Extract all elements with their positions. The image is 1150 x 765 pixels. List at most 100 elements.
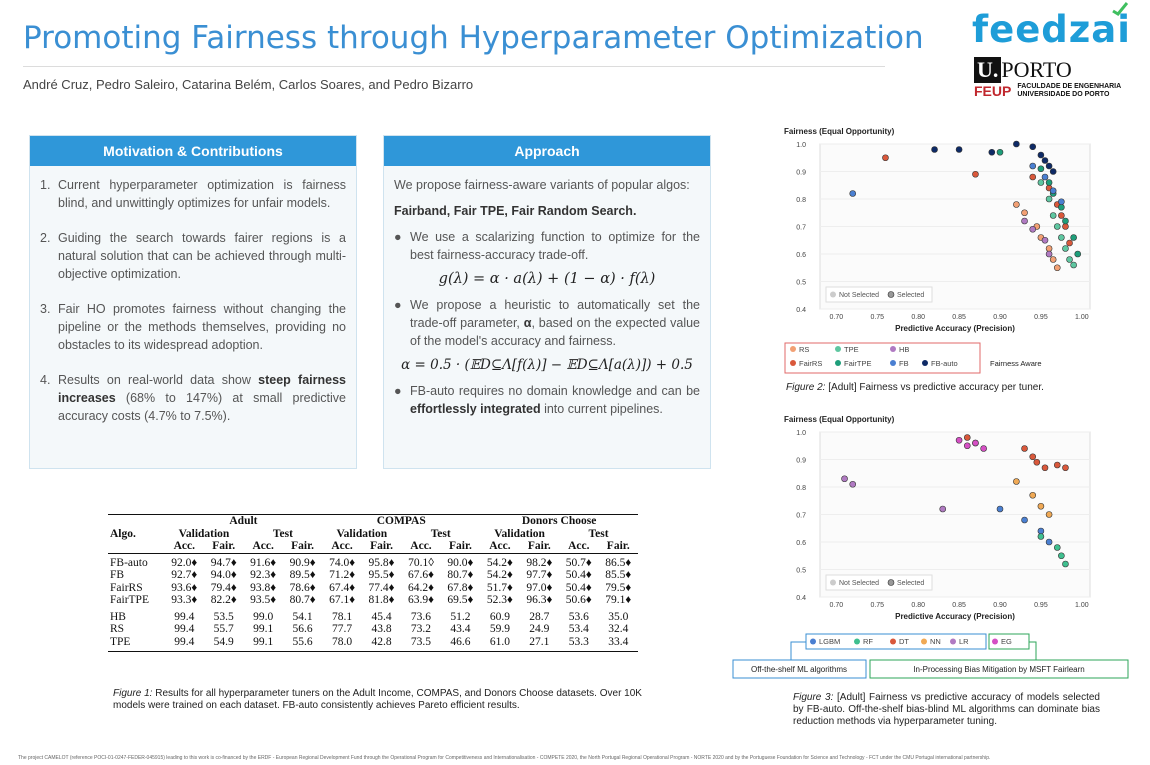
- legend-label: RF: [863, 637, 873, 646]
- data-point: [955, 436, 963, 444]
- x-tick-label: 0.85: [952, 314, 966, 321]
- data-point: [1070, 234, 1077, 241]
- data-point: [1013, 140, 1020, 148]
- value-cell: 46.6: [440, 635, 481, 652]
- feedzai-check-icon: [1112, 2, 1128, 16]
- data-point: [1041, 157, 1049, 164]
- value-cell: 67.4♦: [329, 581, 356, 594]
- legend-label: Selected: [897, 580, 924, 587]
- data-point: [963, 434, 971, 441]
- value-cell: 92.7♦: [171, 569, 198, 581]
- value-cell: 59.9: [489, 623, 510, 635]
- data-point: [1066, 256, 1073, 263]
- legend-marker: [835, 360, 841, 366]
- data-point: [1037, 533, 1045, 540]
- value-cell: 79.5♦: [605, 581, 632, 594]
- data-point: [1053, 544, 1061, 551]
- data-point: [1049, 168, 1057, 175]
- metric-header: Fair.: [212, 540, 236, 552]
- value-cell: 93.8♦: [250, 581, 277, 594]
- data-point: [1013, 201, 1020, 208]
- value-cell: 73.2: [410, 623, 432, 635]
- value-cell: 77.7: [332, 623, 353, 635]
- approach-heading: Approach: [384, 136, 710, 166]
- data-point: [1045, 179, 1053, 186]
- data-point: [1037, 151, 1045, 159]
- legend-label: FB-auto: [931, 359, 958, 368]
- legend-label: FairTPE: [844, 359, 872, 368]
- value-cell: 93.6♦: [171, 581, 198, 594]
- value-cell: 33.4: [598, 635, 638, 652]
- value-cell: 61.0: [480, 635, 520, 652]
- y-tick-label: 0.6: [796, 252, 806, 259]
- data-point: [1045, 245, 1053, 252]
- value-cell: 73.6: [410, 610, 432, 623]
- value-cell: 95.8♦: [361, 552, 402, 569]
- value-cell: 64.2♦: [407, 581, 434, 594]
- legend-marker: [810, 638, 816, 645]
- data-point: [1045, 250, 1053, 258]
- legend-label: FB: [899, 359, 909, 368]
- motivation-heading: Motivation & Contributions: [30, 136, 356, 166]
- data-point: [1021, 516, 1028, 524]
- value-cell: 24.9: [529, 623, 550, 635]
- value-cell: 45.4: [371, 610, 392, 623]
- figure-1-caption: Figure 1: Results for all hyperparameter…: [113, 688, 642, 711]
- approach-box: Approach We propose fairness-aware varia…: [383, 135, 711, 469]
- data-point: [963, 442, 971, 450]
- data-point: [1049, 256, 1057, 263]
- x-tick-label: 0.90: [993, 602, 1007, 609]
- chart-inline-legend: Not Selected Selected: [825, 286, 933, 303]
- legend-label: NN: [930, 637, 941, 646]
- y-tick-label: 1.0: [796, 142, 806, 149]
- motivation-list: 1. Current hyperparameter optimization is…: [30, 166, 356, 452]
- value-cell: 73.5: [401, 635, 441, 652]
- data-point: [1037, 527, 1045, 535]
- motivation-item: 3. Fair HO promotes fairness without chan…: [40, 302, 346, 352]
- figure-3-legend: LGBM RF DT NN LR EG Off-the-shelf ML algorithm…: [732, 633, 1129, 679]
- dataset-header: COMPAS: [322, 514, 481, 528]
- data-point: [939, 505, 947, 513]
- x-tick-label: 0.90: [993, 314, 1007, 321]
- value-cell: 27.1: [519, 635, 560, 652]
- y-tick-label: 0.5: [796, 280, 806, 287]
- legend-label: LGBM: [819, 637, 840, 646]
- not-selected-marker: [830, 291, 836, 298]
- y-tick-label: 0.8: [796, 197, 806, 204]
- data-point: [1045, 538, 1053, 546]
- scalarizing-formula: g(λ) = α · a(λ) + (1 − α) · f(λ): [438, 271, 656, 287]
- legend-label: Selected: [897, 292, 924, 299]
- legend-marker: [854, 638, 860, 645]
- legend-label: EG: [1001, 637, 1012, 646]
- offshelf-label: Off-the-shelf ML algorithms: [751, 665, 847, 674]
- poster-title: Promoting Fairness through Hyperparamete…: [23, 20, 924, 56]
- split-header: Test: [430, 527, 451, 540]
- data-point: [1049, 187, 1057, 195]
- y-tick-label: 0.9: [796, 170, 806, 177]
- legend-marker: [922, 360, 928, 366]
- data-point: [849, 480, 857, 488]
- title-divider: [23, 66, 885, 67]
- selected-marker: [887, 579, 895, 586]
- value-cell: 67.1♦: [329, 594, 356, 606]
- data-point: [1029, 453, 1037, 461]
- motivation-box: Motivation & Contributions 1. Current hyp…: [29, 135, 357, 469]
- data-point: [1045, 511, 1053, 518]
- value-cell: 51.7♦: [486, 581, 513, 594]
- value-cell: 52.3♦: [486, 594, 513, 606]
- data-point: [996, 148, 1004, 156]
- data-point: [1021, 445, 1028, 452]
- value-cell: 51.2: [450, 610, 471, 623]
- data-point: [1041, 236, 1049, 244]
- value-cell: 63.9♦: [407, 594, 434, 606]
- data-point: [1070, 261, 1077, 269]
- data-point: [1013, 478, 1020, 485]
- split-header: Validation: [494, 527, 545, 540]
- legend-marker: [790, 360, 796, 366]
- not-selected-marker: [830, 579, 836, 586]
- x-tick-label: 0.75: [870, 314, 884, 321]
- y-tick-label: 0.4: [796, 595, 806, 602]
- value-cell: 81.8♦: [368, 594, 395, 606]
- x-tick-label: 0.70: [830, 602, 844, 609]
- selected-marker: [887, 291, 895, 298]
